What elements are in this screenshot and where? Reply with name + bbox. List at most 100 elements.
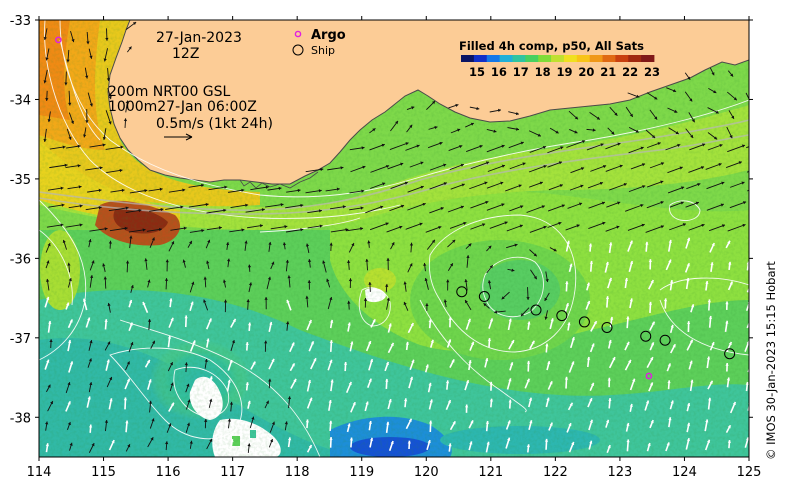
current-arrow-head — [461, 183, 465, 187]
current-arrow-head — [497, 108, 501, 113]
argo-marker — [645, 372, 653, 380]
current-arrow-head — [209, 398, 213, 402]
current-arrow-head — [674, 109, 678, 113]
current-arrow-head — [697, 182, 701, 187]
current-arrow-head — [561, 204, 565, 208]
current-arrow — [705, 163, 722, 170]
current-arrow-head — [732, 401, 736, 406]
current-arrow-head — [120, 145, 124, 149]
current-arrow-head — [686, 403, 691, 407]
current-arrow-head — [641, 223, 645, 227]
current-arrow-head — [46, 359, 50, 363]
current-arrow-head — [443, 182, 447, 186]
argo-legend-marker — [294, 30, 302, 38]
ship-marker — [724, 348, 736, 360]
current-arrow-head — [614, 112, 618, 116]
current-arrow-head — [518, 184, 522, 188]
current-arrow-head — [89, 275, 94, 279]
current-arrow-head — [247, 322, 252, 326]
current-arrow-head — [60, 223, 64, 227]
current-arrow-head — [106, 359, 110, 363]
colorbar-segment — [461, 55, 475, 62]
current-arrow — [689, 143, 706, 151]
current-arrow-head — [515, 111, 519, 116]
current-arrow-head — [541, 205, 545, 209]
current-arrow-head — [386, 258, 390, 261]
current-arrow-head — [367, 240, 371, 244]
current-arrow-head — [560, 146, 564, 150]
current-arrow-head — [77, 164, 81, 168]
current-arrow-head — [586, 300, 591, 305]
current-arrow-head — [667, 380, 671, 384]
current-arrow-head — [507, 420, 511, 424]
current-arrow-head — [507, 437, 511, 441]
current-arrow-head — [368, 420, 372, 424]
current-arrow-head — [385, 164, 390, 169]
current-arrow — [89, 227, 108, 232]
current-arrow-head — [629, 113, 633, 117]
current-arrow-head — [86, 41, 90, 45]
current-arrow — [526, 205, 545, 213]
current-arrow — [469, 181, 488, 190]
current-arrow-head — [489, 381, 493, 385]
current-arrow-head — [558, 221, 562, 225]
current-arrow — [206, 209, 227, 214]
current-arrow-head — [528, 397, 533, 401]
current-arrow-head — [391, 242, 395, 246]
current-arrow-head — [361, 189, 365, 193]
colorbar-segment — [576, 55, 591, 62]
current-arrow-head — [360, 227, 364, 231]
x-tick-label: 123 — [607, 465, 632, 480]
current-arrow-head — [708, 315, 713, 319]
current-arrow-head — [67, 262, 71, 266]
current-arrow — [605, 164, 623, 172]
current-arrow-head — [428, 420, 433, 424]
current-arrow-head — [623, 183, 627, 187]
current-arrow-head — [721, 224, 726, 228]
current-arrow-head — [247, 264, 252, 268]
current-arrow-head — [347, 260, 351, 264]
current-arrow-head — [329, 420, 333, 424]
current-arrow-head — [322, 260, 326, 264]
current-arrow-head — [245, 382, 249, 386]
current-arrow-head — [750, 241, 753, 244]
current-arrow-head — [46, 260, 50, 264]
current-arrow-head — [667, 363, 671, 367]
current-arrow-head — [62, 145, 66, 149]
current-arrow-head — [640, 204, 644, 208]
current-arrow-head — [130, 285, 134, 289]
current-arrow-head — [511, 340, 514, 344]
current-arrow-head — [88, 424, 93, 428]
current-arrow-head — [66, 302, 70, 306]
current-arrow — [387, 162, 404, 170]
current-arrow-head — [123, 118, 128, 122]
current-arrow-head — [125, 420, 129, 424]
current-arrow-head — [259, 224, 263, 228]
current-arrow — [745, 301, 749, 312]
current-arrow-head — [230, 439, 234, 443]
current-arrow-head — [567, 322, 571, 326]
date-label: 27-Jan-2023 — [156, 30, 242, 46]
current-arrow-head — [307, 379, 312, 383]
current-arrow-head — [750, 135, 753, 138]
current-arrow-head — [268, 241, 272, 245]
current-arrow — [230, 204, 249, 208]
current-arrow-head — [537, 133, 541, 137]
current-arrow-head — [526, 360, 531, 364]
current-arrow-head — [47, 243, 51, 247]
ssh-contours — [39, 20, 749, 457]
x-tick-label: 121 — [478, 465, 503, 480]
current-arrow-head — [349, 437, 354, 441]
colorbar-ticks: 15 16 17 18 19 20 21 22 23 — [469, 65, 660, 79]
current-arrow-head — [448, 443, 452, 447]
current-arrow-head — [352, 402, 356, 406]
current-arrow-head — [751, 118, 754, 121]
current-arrow-head — [459, 144, 463, 149]
current-arrow-head — [543, 225, 547, 229]
current-arrow — [106, 169, 123, 173]
current-arrow-head — [244, 240, 248, 244]
current-arrow-head — [705, 281, 709, 284]
current-arrow-head — [629, 240, 633, 244]
current-arrow-head — [409, 242, 414, 246]
